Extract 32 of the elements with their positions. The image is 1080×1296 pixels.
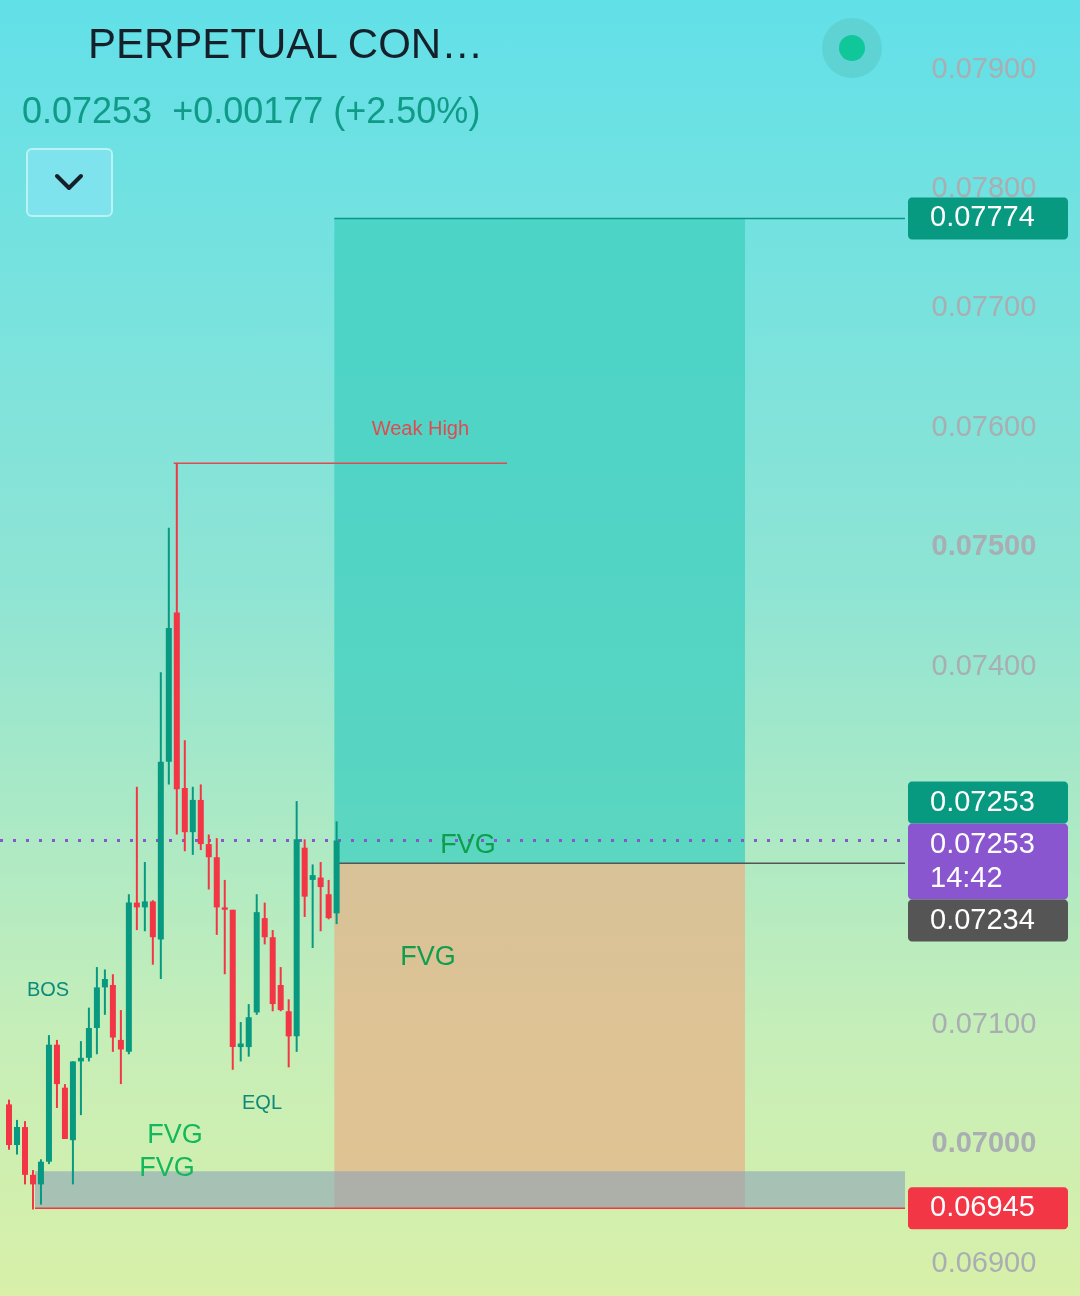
y-tick-label: 0.06900 bbox=[931, 1245, 1037, 1278]
annotation: FVG bbox=[147, 1119, 203, 1149]
candlestick bbox=[101, 968, 108, 1016]
candlestick bbox=[205, 833, 212, 891]
candlestick bbox=[37, 1158, 44, 1206]
candlestick bbox=[317, 861, 324, 933]
text: 0.07253 +0.00177 (+2.50%) bbox=[22, 90, 481, 132]
annotation: FVG bbox=[139, 1152, 195, 1182]
y-tick-label: 0.07000 bbox=[931, 1126, 1037, 1159]
ref-line-label: Weak High bbox=[371, 417, 470, 440]
ref-line-label: 0.07774 bbox=[930, 200, 1035, 233]
ref-line-label: 0.07234 bbox=[930, 902, 1035, 935]
text: 0.07253 bbox=[930, 784, 1035, 817]
annotation: FVG bbox=[440, 829, 496, 859]
y-tick-label: 0.07800 bbox=[931, 170, 1037, 203]
candlestick bbox=[309, 863, 316, 949]
annotation: FVG bbox=[400, 941, 456, 971]
annotation: BOS bbox=[26, 978, 70, 1000]
candlestick bbox=[13, 1118, 20, 1156]
annotation: EQL bbox=[241, 1091, 283, 1113]
candlestick bbox=[117, 1009, 124, 1086]
candlestick bbox=[221, 878, 228, 976]
y-tick-label: 0.07400 bbox=[931, 648, 1037, 681]
candlestick bbox=[325, 878, 332, 921]
candlestick bbox=[237, 1021, 244, 1063]
ref-line-label: 0.06945 bbox=[930, 1190, 1035, 1223]
y-tick-label: 0.07100 bbox=[931, 1006, 1037, 1039]
y-tick-label: 0.07900 bbox=[931, 51, 1037, 84]
ref-line-label: 0.07253 14:42 bbox=[930, 826, 1035, 893]
candlestick bbox=[261, 901, 268, 946]
candlestick bbox=[141, 861, 148, 933]
chart-title: PERPETUAL CON… bbox=[88, 20, 484, 68]
